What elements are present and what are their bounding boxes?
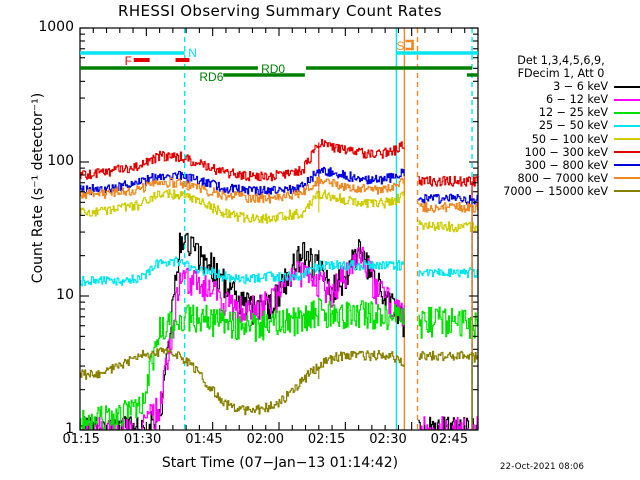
series-7-seg1: [418, 201, 478, 213]
legend-label: 7000 − 15000 keV: [503, 184, 608, 198]
legend-color-swatch: [614, 164, 640, 167]
legend-label: 3 − 6 keV: [553, 80, 608, 94]
legend-color-swatch: [614, 177, 640, 180]
legend-label: 300 − 800 keV: [524, 158, 608, 172]
y-tick-label: 10: [56, 287, 74, 303]
legend-row-2: 12 − 25 keV: [482, 106, 640, 119]
annot-label-F: F: [125, 54, 132, 68]
legend-row-4: 50 − 100 keV: [482, 133, 640, 146]
series-2-seg1: [418, 306, 478, 339]
series-5-seg0: [80, 138, 405, 182]
series-8-seg0: [80, 347, 405, 416]
legend-row-3: 25 − 50 keV: [482, 119, 640, 132]
legend-header-detectors: Det 1,3,4,5,6,9,: [517, 54, 605, 67]
x-tick-label: 01:15: [62, 432, 100, 447]
legend-header-decimation: FDecim 1, Att 0: [517, 67, 605, 81]
legend-label: 6 − 12 keV: [545, 93, 608, 107]
legend-label: 12 − 25 keV: [538, 106, 608, 120]
legend-label: 25 − 50 keV: [538, 119, 608, 133]
series-6-seg1: [418, 193, 478, 205]
legend: Det 1,3,4,5,6,9, FDecim 1, Att 0 3 − 6 k…: [482, 54, 640, 198]
annot-label-N: N: [188, 46, 197, 60]
series-5-seg1: [418, 175, 478, 187]
page-title: RHESSI Observing Summary Count Rates: [118, 2, 442, 20]
x-tick-label: 02:45: [430, 432, 469, 447]
plot-frame: [79, 27, 479, 431]
series-8-seg1: [418, 350, 478, 363]
series-3-seg0: [80, 256, 405, 287]
x-axis-label: Start Time (07−Jan−13 01:14:42): [161, 455, 399, 471]
x-tick-label: 02:00: [246, 432, 285, 447]
legend-label: 100 − 300 keV: [524, 145, 608, 159]
series-3-seg1: [418, 267, 478, 279]
series-1-seg0: [80, 246, 405, 430]
legend-color-swatch: [614, 85, 640, 88]
legend-row-5: 100 − 300 keV: [482, 146, 640, 159]
legend-label: 800 − 7000 keV: [517, 171, 608, 185]
legend-color-swatch: [614, 125, 640, 128]
annot-label-RD0: RD0: [261, 62, 285, 76]
y-tick-label: 1: [65, 421, 74, 437]
legend-color-swatch: [614, 190, 640, 193]
x-tick-label: 02:15: [307, 432, 346, 447]
legend-row-6: 300 − 800 keV: [482, 159, 640, 172]
series-4-seg0: [80, 189, 405, 224]
series-2-seg0: [80, 297, 405, 430]
annot-label-RD6: RD6: [199, 70, 223, 84]
legend-color-swatch: [614, 138, 640, 141]
annot-label-S: S: [396, 39, 404, 53]
legend-row-8: 7000 − 15000 keV: [482, 185, 640, 198]
legend-color-swatch: [614, 111, 640, 114]
y-tick-label: 1000: [38, 19, 74, 35]
legend-label: 50 − 100 keV: [531, 132, 608, 146]
y-tick-label: 100: [47, 153, 74, 169]
x-tick-label: 02:30: [369, 432, 407, 447]
legend-row-7: 800 − 7000 keV: [482, 172, 640, 185]
legend-color-swatch: [614, 98, 640, 101]
x-tick-label: 01:30: [123, 432, 162, 447]
x-tick-label: 01:45: [185, 432, 223, 447]
series-7-seg0: [80, 176, 405, 204]
generation-timestamp: 22-Oct-2021 08:06: [500, 462, 585, 472]
series-4-seg1: [418, 220, 478, 233]
legend-color-swatch: [614, 151, 640, 154]
series-6-seg0: [80, 166, 405, 197]
legend-row-0: 3 − 6 keV: [482, 80, 640, 93]
legend-row-1: 6 − 12 keV: [482, 93, 640, 106]
annot-S-marker: [405, 39, 414, 51]
